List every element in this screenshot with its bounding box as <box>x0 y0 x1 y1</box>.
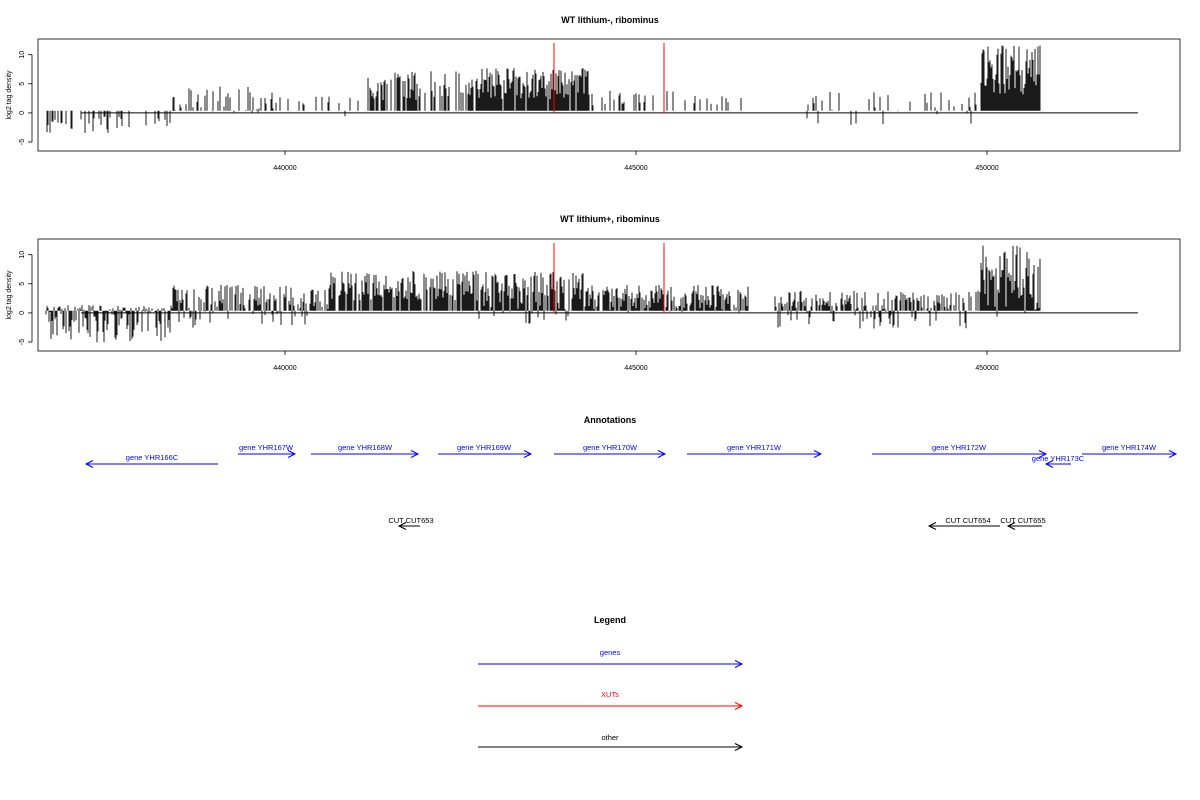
cut-cut653: CUT CUT653 <box>388 516 434 530</box>
panel1-frame <box>37 38 1181 152</box>
panel2-density-bars <box>45 245 1041 343</box>
gene-yhr170w-label: gene YHR170W <box>583 443 638 452</box>
panel1-xaxis: 440000 445000 450000 <box>273 151 999 172</box>
panel2-ylabel: log2 tag density <box>6 270 13 320</box>
panel1-yaxis: 10 5 0 -5 <box>19 51 33 145</box>
panel1-xtick-450000: 450000 <box>975 165 998 172</box>
gene-yhr166c-label: gene YHR166C <box>126 453 179 462</box>
panel-lithium-plus: WT lithium+, ribominus log2 tag density … <box>6 214 1181 372</box>
panel2-frame <box>37 238 1181 352</box>
gene-yhr171w: gene YHR171W <box>687 443 823 458</box>
gene-yhr170w: gene YHR170W <box>554 443 667 458</box>
legend-item-other: other <box>478 733 744 751</box>
panel2-ytick-10: 10 <box>19 251 26 259</box>
panel1-ytick-minus5: -5 <box>19 139 26 145</box>
annotations-title: Annotations <box>584 415 637 425</box>
gene-yhr172w: gene YHR172W <box>872 443 1048 458</box>
legend-item-genes: genes <box>478 648 744 668</box>
panel2-ytick-0: 0 <box>19 311 26 315</box>
panel1-ylabel: log2 tag density <box>6 70 13 120</box>
panel1-xtick-445000: 445000 <box>624 165 647 172</box>
gene-yhr168w-label: gene YHR168W <box>338 443 393 452</box>
legend-title: Legend <box>594 615 626 625</box>
panel2-yaxis: 10 5 0 -5 <box>19 251 33 345</box>
panel2-xtick-450000: 450000 <box>975 365 998 372</box>
cut-cut654: CUT CUT654 <box>927 516 1000 530</box>
panel2-xtick-445000: 445000 <box>624 365 647 372</box>
panel2-xaxis: 440000 445000 450000 <box>273 351 999 372</box>
legend: Legend genes XUTs other <box>478 615 744 751</box>
panel-lithium-minus: WT lithium-, ribominus log2 tag density … <box>6 15 1181 172</box>
panel1-density-bars <box>46 45 1041 134</box>
panel2-title: WT lithium+, ribominus <box>560 214 660 224</box>
panel2-xtick-440000: 440000 <box>273 365 296 372</box>
gene-yhr169w: gene YHR169W <box>438 443 533 458</box>
gene-yhr172w-label: gene YHR172W <box>932 443 987 452</box>
gene-yhr167w-label: gene YHR167W <box>239 443 294 452</box>
legend-genes-label: genes <box>600 648 621 657</box>
panel2-ytick-5: 5 <box>19 282 26 286</box>
panel1-ytick-0: 0 <box>19 111 26 115</box>
gene-yhr171w-label: gene YHR171W <box>727 443 782 452</box>
legend-item-xuts: XUTs <box>478 690 744 710</box>
panel1-ytick-10: 10 <box>19 51 26 59</box>
gene-yhr167w: gene YHR167W <box>238 443 297 458</box>
annotations-panel: Annotations gene YHR166C gene YHR167W ge… <box>84 415 1178 530</box>
gene-yhr166c: gene YHR166C <box>84 453 218 468</box>
cut-cut653-label: CUT CUT653 <box>388 516 433 525</box>
gene-yhr174w-label: gene YHR174W <box>1102 443 1157 452</box>
legend-other-label: other <box>601 733 619 742</box>
legend-xuts-label: XUTs <box>601 690 619 699</box>
cut-cut654-label: CUT CUT654 <box>945 516 990 525</box>
cut-cut655: CUT CUT655 <box>1000 516 1046 530</box>
cut-cut655-label: CUT CUT655 <box>1000 516 1045 525</box>
gene-yhr173c: gene YHR173C <box>1032 454 1085 468</box>
gene-yhr169w-label: gene YHR169W <box>457 443 512 452</box>
panel1-xtick-440000: 440000 <box>273 165 296 172</box>
panel1-ytick-5: 5 <box>19 82 26 86</box>
gene-yhr174w: gene YHR174W <box>1082 443 1178 458</box>
panel2-ytick-minus5: -5 <box>19 339 26 345</box>
gene-yhr173c-label: gene YHR173C <box>1032 454 1085 463</box>
panel1-title: WT lithium-, ribominus <box>561 15 659 25</box>
gene-yhr168w: gene YHR168W <box>311 443 420 458</box>
